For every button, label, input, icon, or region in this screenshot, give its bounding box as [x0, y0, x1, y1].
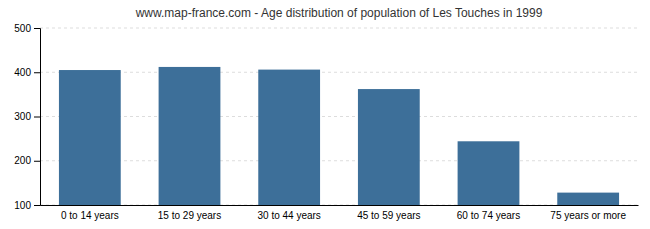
- x-tick: 15 to 29 years: [158, 210, 221, 221]
- y-tick: 300: [14, 111, 40, 122]
- y-axis: 100 200 300 400 500: [14, 23, 40, 211]
- bar: [358, 89, 420, 205]
- y-tick-label: 500: [14, 23, 31, 34]
- y-tick-mark: [34, 117, 40, 118]
- grid-line: [40, 160, 638, 161]
- y-tick-label: 300: [14, 111, 31, 122]
- y-tick-label: 100: [14, 200, 31, 211]
- chart: 100 200 300 400 500 0 to 14 years 15 to 29 yea…: [0, 0, 650, 229]
- grid-line: [40, 72, 638, 73]
- grid-line: [40, 28, 638, 29]
- y-tick: 200: [14, 155, 40, 166]
- y-tick-mark: [34, 205, 40, 206]
- y-tick-mark: [34, 72, 40, 73]
- bar: [59, 70, 121, 205]
- grid-line: [40, 116, 638, 117]
- x-tick-label: 0 to 14 years: [61, 210, 119, 221]
- x-tick: 0 to 14 years: [61, 210, 119, 221]
- x-axis: 0 to 14 years 15 to 29 years 30 to 44 year…: [41, 206, 639, 222]
- grid: [40, 28, 638, 205]
- x-tick: 75 years or more: [550, 210, 626, 221]
- bar: [557, 193, 619, 205]
- bars: [59, 67, 619, 205]
- y-tick-mark: [34, 161, 40, 162]
- grid-line: [40, 205, 638, 206]
- y-tick: 500: [14, 23, 40, 34]
- y-tick: 100: [14, 200, 40, 211]
- y-tick-mark: [34, 28, 40, 29]
- plot: 100 200 300 400 500 0 to 14 years 15 to 29 yea…: [14, 23, 638, 229]
- x-tick-label: 75 years or more: [550, 210, 626, 221]
- bar: [458, 141, 520, 205]
- bar: [159, 67, 221, 205]
- x-tick-label: 45 to 59 years: [357, 210, 420, 221]
- x-tick-label: 30 to 44 years: [257, 210, 320, 221]
- x-tick-label: 15 to 29 years: [158, 210, 221, 221]
- y-tick-label: 400: [14, 67, 31, 78]
- x-tick: 30 to 44 years: [257, 210, 320, 221]
- y-axis-line: [34, 29, 41, 206]
- title: www.map-france.com - Age distribution of…: [135, 6, 543, 20]
- x-tick-label: 60 to 74 years: [457, 210, 520, 221]
- y-tick-label: 200: [14, 155, 31, 166]
- bar: [258, 70, 320, 205]
- x-tick: 45 to 59 years: [357, 210, 420, 221]
- x-axis-line: [41, 205, 639, 206]
- y-tick: 400: [14, 67, 40, 78]
- x-tick: 60 to 74 years: [457, 210, 520, 221]
